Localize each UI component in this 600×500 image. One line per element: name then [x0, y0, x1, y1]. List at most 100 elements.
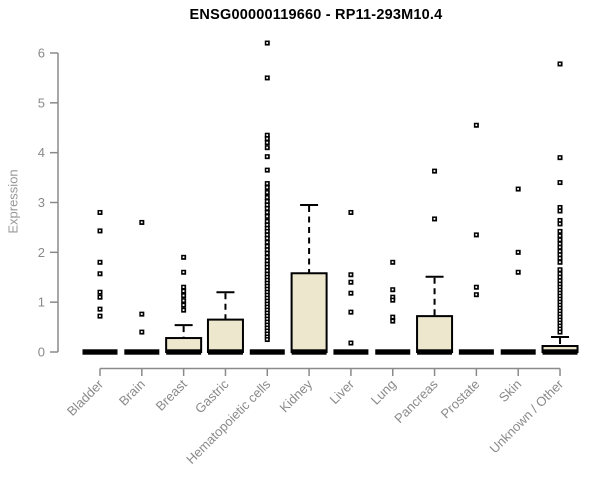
outlier-point-center [559, 272, 561, 275]
outlier-point-center [559, 279, 561, 282]
outlier-point-center [391, 288, 394, 291]
outlier-point-center [559, 238, 561, 241]
outlier-point-center [559, 253, 561, 256]
outlier-point-center [559, 276, 561, 279]
outlier-point-center [559, 289, 561, 292]
outlier-point-center [266, 233, 269, 236]
outlier-point-center [266, 303, 269, 305]
outlier-point-center [266, 134, 269, 137]
outlier-point-center [559, 298, 561, 300]
outlier-point-center [182, 290, 185, 293]
outlier-point-center [559, 250, 561, 253]
outlier-point-center [140, 221, 143, 224]
outlier-point-center [266, 282, 269, 285]
outlier-point-center [266, 256, 269, 259]
y-tick-label: 1 [38, 295, 45, 310]
median-Prostate [458, 349, 494, 355]
y-tick-label: 6 [38, 46, 45, 61]
outlier-point-center [559, 257, 561, 260]
outlier-point-center [559, 230, 561, 233]
outlier-point-center [475, 286, 478, 289]
outlier-point-center [266, 306, 269, 308]
outlier-point-center [266, 300, 269, 302]
outlier-point-center [559, 219, 561, 222]
outlier-point-center [266, 191, 269, 194]
outlier-point-center [266, 196, 269, 199]
outlier-point-center [559, 322, 561, 324]
median-Brain [124, 349, 160, 355]
outlier-point-center [559, 307, 561, 309]
outlier-point-center [475, 233, 478, 236]
outlier-point-center [559, 181, 561, 184]
outlier-point-center [266, 336, 269, 338]
outlier-point-center [559, 156, 561, 159]
x-tick-label: Unknown / Other [487, 376, 567, 456]
outlier-point-center [391, 299, 394, 301]
outlier-point-center [266, 215, 269, 218]
outlier-point-center [266, 327, 269, 329]
outlier-point-center [391, 261, 394, 264]
outlier-point-center [349, 273, 352, 276]
median-Skin [500, 349, 536, 355]
median-Kidney [291, 349, 327, 355]
outlier-point-center [266, 200, 269, 203]
median-Lung [375, 349, 411, 355]
outlier-point-center [266, 76, 269, 79]
outlier-point-center [266, 248, 269, 251]
outlier-point-center [266, 321, 269, 323]
outlier-point-center [266, 155, 269, 158]
outlier-point-center [559, 313, 561, 315]
y-tick-label: 2 [38, 245, 45, 260]
outlier-point-center [99, 291, 101, 293]
outlier-point-center [182, 286, 185, 289]
outlier-point-center [433, 217, 436, 220]
outlier-point-center [266, 297, 269, 299]
outlier-point-center [559, 331, 561, 333]
outlier-point-center [559, 316, 561, 318]
outlier-point-center [266, 333, 269, 335]
outlier-point-center [266, 211, 269, 214]
x-tick-label: Bladder [64, 376, 107, 419]
outlier-point-center [559, 301, 561, 303]
outlier-point-center [266, 203, 269, 206]
outlier-point-center [99, 211, 101, 214]
outlier-point-center [182, 271, 185, 274]
outlier-point-center [559, 325, 561, 327]
median-Liver [333, 349, 369, 355]
outlier-point-center [266, 288, 269, 291]
outlier-point-center [391, 316, 394, 318]
outlier-point-center [266, 245, 269, 248]
outlier-point-center [559, 286, 561, 289]
outlier-point-center [559, 295, 561, 297]
outlier-point-center [559, 246, 561, 249]
outlier-point-center [349, 342, 352, 344]
outlier-point-center [266, 318, 269, 320]
outlier-point-center [266, 279, 269, 282]
outlier-point-center [517, 271, 519, 274]
outlier-point-center [349, 311, 352, 313]
outlier-point-center [182, 299, 185, 302]
x-tick-label: Breast [153, 376, 190, 413]
outlier-point-center [266, 220, 269, 223]
outlier-point-center [559, 268, 561, 271]
outlier-point-center [266, 42, 269, 44]
outlier-point-center [517, 251, 519, 254]
outlier-point-center [99, 315, 101, 317]
outlier-point-center [99, 296, 101, 298]
outlier-point-center [266, 237, 269, 240]
outlier-point-center [266, 330, 269, 332]
outlier-point-center [266, 141, 269, 144]
outlier-point-center [559, 206, 561, 209]
outlier-point-center [559, 62, 561, 65]
outlier-point-center [559, 310, 561, 312]
box-Gastric [206, 318, 244, 354]
outlier-point-center [266, 309, 269, 311]
outlier-point-center [266, 273, 269, 276]
y-tick-label: 0 [38, 345, 45, 360]
outlier-point-center [391, 320, 394, 322]
x-tick-label: Lung [368, 377, 399, 408]
outlier-point-center [99, 229, 101, 232]
outlier-point-center [266, 285, 269, 288]
